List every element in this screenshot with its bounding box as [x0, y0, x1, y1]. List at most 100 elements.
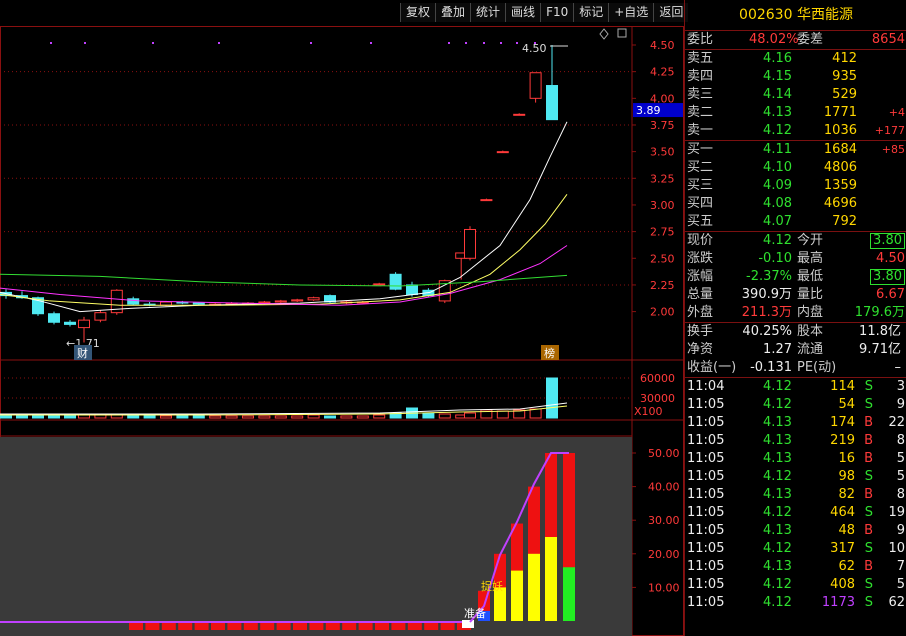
stat-label: 内盘: [797, 305, 824, 320]
fund-value: -0.131: [750, 360, 792, 375]
fund-label: 净资: [687, 342, 714, 357]
candle[interactable]: [32, 297, 44, 315]
volume-bar: [496, 410, 509, 419]
buy-change: +85: [881, 143, 905, 156]
finance-badge-text: 财: [77, 346, 88, 360]
buy-row[interactable]: 买四 4.08 4696: [685, 195, 906, 213]
sell-row[interactable]: 卖五 4.16 412: [685, 50, 906, 68]
candlestick-series[interactable]: [0, 45, 558, 343]
sell-change: +4: [888, 106, 905, 119]
tick-count: 3: [896, 379, 905, 394]
candle[interactable]: [480, 199, 493, 202]
weicha-value: 8654: [871, 32, 905, 47]
signal-dot: [483, 42, 485, 44]
volume-bar: [64, 415, 76, 419]
tick-time: 11:05: [687, 595, 725, 610]
candle[interactable]: [546, 85, 558, 121]
price-axis-label: 4.50: [650, 39, 675, 52]
toolbar-button-5[interactable]: 标记: [573, 3, 609, 22]
panel-toggle-icon[interactable]: [617, 28, 627, 38]
candle[interactable]: [513, 113, 526, 116]
finance-badge[interactable]: [74, 345, 92, 360]
candle[interactable]: [307, 297, 320, 301]
volume-bar: [0, 415, 12, 419]
candle[interactable]: [94, 312, 107, 321]
sell-row[interactable]: 卖二 4.13 1771 +4: [685, 104, 906, 122]
candle[interactable]: [438, 280, 451, 302]
tick-side: S: [864, 379, 873, 394]
fund-value: 9.71亿: [859, 342, 901, 357]
price-axis-label: 3.50: [650, 146, 675, 159]
volume-bar: [324, 415, 336, 419]
candle[interactable]: [274, 300, 287, 303]
sell-level-label: 卖一: [687, 123, 714, 138]
sell-price: 4.14: [763, 87, 792, 102]
buy-price: 4.11: [763, 142, 792, 157]
toolbar-button-6[interactable]: +自选: [608, 3, 654, 22]
tick-count: 5: [896, 451, 905, 466]
sell-row[interactable]: 卖三 4.14 529: [685, 86, 906, 104]
tick-price: 4.12: [763, 397, 792, 412]
stat-label: 量比: [797, 287, 824, 302]
buy-row[interactable]: 买五 4.07 792: [685, 213, 906, 231]
kline-chart-area[interactable]: 4.50 4.25 4.00 3.75 3.50 3.25 3.00 2.75 2.50 2.25…: [0, 0, 684, 636]
candle[interactable]: [496, 151, 509, 154]
fund-label: 流通: [797, 342, 824, 357]
stat-value: -0.10: [758, 251, 792, 266]
candle[interactable]: [78, 319, 90, 329]
candle[interactable]: [291, 299, 304, 302]
buy-row[interactable]: 买一 4.11 1684 +85: [685, 141, 906, 159]
indicator-base-block: [227, 622, 242, 630]
candle[interactable]: [192, 302, 205, 305]
toolbar-button-7[interactable]: 返回: [653, 3, 689, 22]
tick-volume: 1173: [821, 595, 855, 610]
toolbar-button-2[interactable]: 统计: [470, 3, 506, 22]
price-axis-label: 4.00: [650, 92, 675, 105]
candle[interactable]: [110, 289, 123, 314]
sell-row[interactable]: 卖一 4.12 1036 +177: [685, 122, 906, 140]
sell-row[interactable]: 卖四 4.15 935: [685, 68, 906, 86]
candle[interactable]: [324, 295, 336, 303]
candle[interactable]: [127, 298, 140, 305]
toolbar-button-3[interactable]: 画线: [505, 3, 541, 22]
buy-level-label: 买三: [687, 178, 714, 193]
toolbar-button-1[interactable]: 叠加: [435, 3, 471, 22]
toolbar-button-0[interactable]: 复权: [400, 3, 436, 22]
candle[interactable]: [258, 301, 271, 304]
signal-dot: [218, 42, 220, 44]
candle[interactable]: [389, 273, 402, 290]
candle[interactable]: [529, 72, 542, 99]
tick-row: 11:05 4.13 174 B 22: [685, 414, 906, 432]
volume-bar: [242, 415, 254, 419]
candle[interactable]: [464, 228, 476, 259]
indicator-base-block: [293, 622, 307, 630]
stat-value: 3.80: [870, 233, 905, 249]
toolbar-button-4[interactable]: F10: [540, 3, 574, 22]
diamond-icon[interactable]: [599, 28, 609, 40]
tick-count: 5: [896, 469, 905, 484]
buy-price: 4.07: [763, 214, 792, 229]
tick-price: 4.12: [763, 469, 792, 484]
stat-value: 3.80: [870, 269, 905, 285]
candle[interactable]: [64, 321, 76, 325]
candle[interactable]: [406, 284, 418, 296]
prepare-label: 准备: [464, 606, 486, 620]
candle[interactable]: [48, 313, 60, 323]
stat-row: 现价 4.12 今开 3.80: [685, 232, 906, 250]
tick-volume: 408: [830, 577, 855, 592]
current-price-tag: [633, 103, 683, 118]
stock-name: 华西能源: [796, 7, 853, 23]
tick-side: S: [864, 397, 873, 412]
signal-dot: [500, 42, 502, 44]
buy-price: 4.08: [763, 196, 792, 211]
stat-value: -2.37%: [746, 269, 792, 284]
buy-row[interactable]: 买三 4.09 1359: [685, 177, 906, 195]
candle[interactable]: [373, 283, 386, 286]
tick-time: 11:05: [687, 559, 725, 574]
tick-list[interactable]: 11:04 4.12 114 S 3 11:05 4.12 54 S 9 11:05 4.13 174 B…: [685, 378, 906, 612]
ranking-badge[interactable]: [541, 345, 559, 360]
indicator-axis-label: 40.00: [648, 481, 680, 494]
ma60-line: [0, 273, 568, 287]
stock-title: 002630 华西能源: [685, 0, 906, 31]
buy-row[interactable]: 买二 4.10 4806: [685, 159, 906, 177]
